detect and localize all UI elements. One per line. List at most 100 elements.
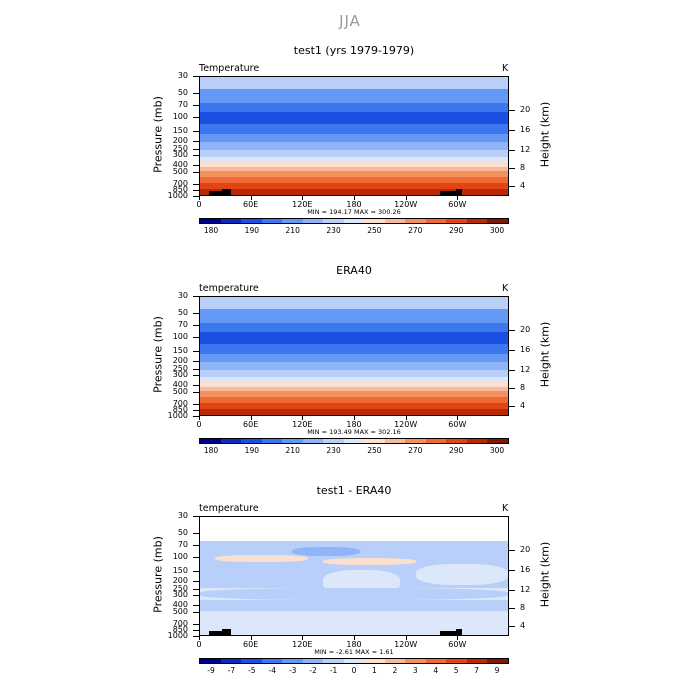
- colorbar-swatch: [425, 219, 447, 223]
- pressure-tick-label: 150: [172, 566, 188, 576]
- colorbar: [199, 218, 509, 224]
- height-tick-label: 16: [520, 345, 531, 354]
- longitude-tick-label: 120E: [292, 200, 313, 209]
- pressure-tick: [193, 384, 199, 386]
- colorbar-label: 290: [448, 226, 464, 235]
- pressure-tick: [193, 296, 199, 297]
- colorbar-swatch: [302, 219, 324, 223]
- longitude-tick: [199, 416, 200, 420]
- colorbar-swatch: [487, 659, 508, 663]
- height-tick: [509, 150, 515, 152]
- colorbar-swatch: [487, 439, 508, 443]
- height-tick: [509, 549, 515, 551]
- pressure-tick: [193, 313, 199, 315]
- colorbar-swatch: [261, 219, 283, 223]
- colorbar-swatch: [343, 439, 365, 443]
- longitude-tick-label: 60E: [243, 420, 259, 429]
- longitude-tick-label: 0: [196, 640, 202, 649]
- contour-band: [200, 171, 508, 178]
- pressure-tick-label: 250: [172, 583, 188, 593]
- pressure-tick: [193, 580, 199, 582]
- longitude-tick: [405, 196, 407, 200]
- pressure-tick-label: 70: [177, 99, 188, 109]
- pressure-tick-label: 50: [177, 528, 188, 538]
- pressure-tick: [193, 571, 199, 573]
- longitude-tick-label: 60E: [243, 640, 259, 649]
- pressure-tick-label: 250: [172, 143, 188, 153]
- contour-band: [200, 166, 508, 172]
- colorbar-swatch: [364, 439, 385, 443]
- colorbar-swatch: [446, 439, 467, 443]
- pressure-tick: [193, 588, 199, 590]
- pressure-tick-label: 70: [177, 539, 188, 549]
- contour-plot-area: [199, 296, 509, 416]
- y-axis-label-right: Height (km): [538, 321, 552, 388]
- contour-band: [200, 150, 508, 158]
- height-tick-label: 4: [520, 401, 526, 411]
- colorbar-swatch: [282, 659, 303, 663]
- longitude-tick-label: 0: [196, 420, 202, 429]
- pressure-tick: [193, 154, 199, 156]
- colorbar-swatch: [384, 659, 406, 663]
- longitude-tick-label: 120E: [292, 420, 313, 429]
- pressure-tick: [193, 190, 199, 192]
- colorbar-label: -1: [329, 666, 338, 675]
- longitude-tick: [302, 416, 304, 420]
- colorbar-swatch: [466, 659, 488, 663]
- contour-band: [200, 177, 508, 184]
- longitude-tick-label: 120W: [394, 640, 418, 649]
- contour-band: [200, 297, 508, 310]
- height-tick-label: 20: [520, 324, 531, 334]
- topography: [455, 189, 462, 195]
- height-tick: [509, 168, 515, 170]
- pressure-tick: [193, 392, 199, 394]
- contour-band: [200, 102, 508, 113]
- pressure-tick-label: 30: [177, 511, 188, 520]
- colorbar-swatch: [302, 659, 324, 663]
- colorbar-label: 1: [372, 666, 377, 675]
- pressure-tick: [193, 636, 199, 637]
- variable-label: temperature: [199, 503, 259, 514]
- colorbar-swatch: [405, 439, 426, 443]
- longitude-tick: [405, 416, 407, 420]
- pressure-tick: [193, 360, 199, 362]
- topography: [209, 631, 225, 635]
- height-tick: [509, 350, 515, 351]
- pressure-tick-label: 850: [172, 405, 188, 415]
- colorbar-label: 250: [367, 446, 382, 455]
- contour-band: [200, 332, 508, 345]
- pressure-tick: [193, 403, 199, 405]
- y-axis-label-left: Pressure (mb): [151, 536, 165, 613]
- height-tick: [509, 590, 515, 592]
- contour-band: [200, 397, 508, 404]
- colorbar-label: -5: [248, 666, 256, 675]
- pressure-tick-label: 250: [172, 363, 188, 373]
- contour-band: [200, 611, 508, 624]
- pressure-tick: [193, 557, 199, 559]
- longitude-tick-label: 0: [196, 200, 202, 209]
- y-axis-label-right: Height (km): [538, 541, 552, 608]
- pressure-tick: [193, 416, 199, 417]
- colorbar-swatch: [282, 439, 303, 443]
- contour-band: [200, 353, 508, 363]
- contour-band: [200, 517, 508, 541]
- height-tick: [509, 109, 515, 111]
- contour-band: [200, 124, 508, 134]
- longitude-tick-label: 60E: [243, 200, 259, 209]
- y-axis-label-left: Pressure (mb): [151, 96, 165, 173]
- contour-band: [200, 381, 508, 388]
- colorbar-swatch: [220, 219, 242, 223]
- contour-band: [200, 386, 508, 392]
- pressure-tick-label: 700: [172, 618, 188, 628]
- longitude-tick: [302, 196, 304, 200]
- pressure-tick-label: 200: [172, 575, 188, 585]
- height-tick-label: 16: [520, 565, 531, 574]
- colorbar-swatch: [425, 659, 447, 663]
- height-tick-label: 8: [520, 163, 526, 173]
- colorbar-swatch: [384, 439, 406, 443]
- height-tick-label: 8: [520, 383, 526, 393]
- colorbar-label: 230: [326, 446, 341, 455]
- contour-band: [215, 554, 308, 562]
- colorbar-swatch: [241, 659, 262, 663]
- contour-band: [200, 141, 508, 151]
